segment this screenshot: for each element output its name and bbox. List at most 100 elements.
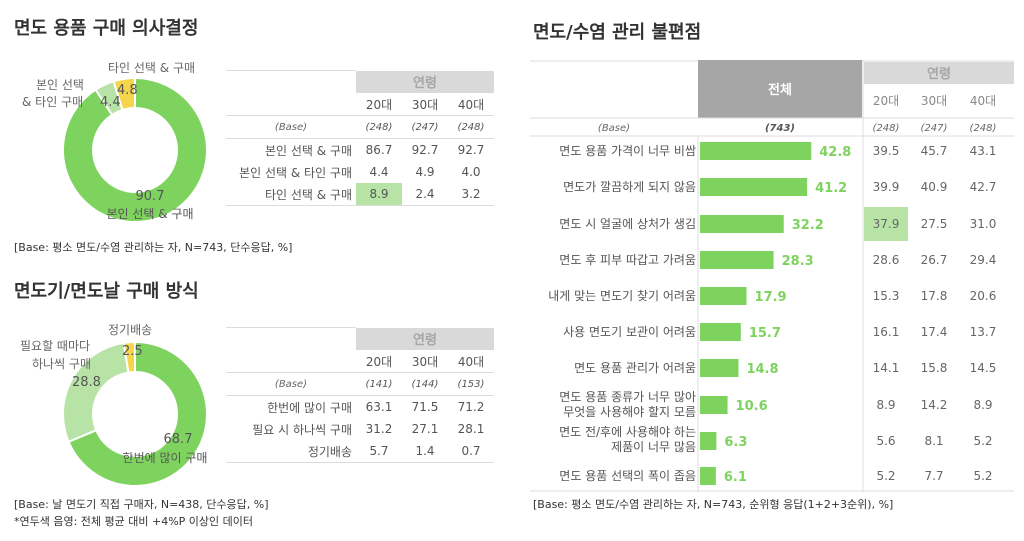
table-row: 본인 선택 & 타인 구매 4.4 4.9 4.0: [226, 161, 494, 183]
cell: 15.8: [921, 361, 948, 375]
sec3-bars: 42.8 41.2 32.2 28.3 17.9 15.7 14.8 10.6 6.3 6.1: [700, 142, 851, 485]
cell: 4.0: [461, 165, 481, 179]
donut2-label-value-2: 2.5: [122, 344, 143, 359]
row-label: 면도 전/후에 사용해야 하는: [559, 425, 696, 439]
cell: 92.7: [402, 138, 448, 161]
donut-chart-2: 68.7 한번에 많이 구매 필요할 때마다 하나씩 구매 28.8 정기배송 …: [20, 323, 208, 487]
donut2-label-value-1: 28.8: [72, 375, 101, 390]
cell: 86.7: [356, 138, 402, 161]
row-label: 정기배송: [307, 444, 352, 459]
cell: 8.9: [876, 398, 895, 412]
sec2-col-group: 연령: [356, 327, 494, 350]
sec2-age-2: 40대: [457, 354, 485, 369]
sec2-base-note: [Base: 날 면도기 직접 구매자, N=438, 단수응답, %]: [14, 498, 269, 511]
cell: 42.7: [970, 180, 997, 194]
donut1-label-name2-1: & 타인 구매: [22, 95, 83, 109]
bar-5: [700, 323, 741, 341]
donut1-label-name-2: 타인 선택 & 구매: [108, 61, 195, 75]
cell: 14.1: [873, 361, 900, 375]
bar-value-label-8: 6.3: [724, 435, 747, 450]
sec2-base-1: (144): [402, 372, 448, 396]
sec2-title: 면도기/면도날 구매 방식: [14, 281, 199, 302]
donut1-label-name1-1: 본인 선택: [36, 78, 84, 92]
age-group-header-bg: [864, 62, 1014, 84]
bar-value-label-6: 14.8: [746, 362, 778, 377]
cell: 39.9: [873, 180, 900, 194]
row-label: 면도 용품 선택의 폭이 좁음: [559, 469, 696, 483]
cell: 20.6: [970, 289, 997, 303]
donut1-label-value-2: 4.8: [117, 83, 138, 98]
pie-slice-2: [112, 76, 136, 112]
bar-value-label-3: 28.3: [782, 254, 814, 269]
row-label: 면도 용품 종류가 너무 많아: [559, 390, 696, 404]
bar-1: [700, 178, 808, 196]
cell: 17.4: [921, 325, 948, 339]
donut1-slices: [62, 76, 208, 223]
sec2-base-2: (153): [448, 372, 494, 396]
age-values: 39.5 45.7 43.1 39.9 40.9 42.7 37.9 27.5 …: [873, 144, 997, 483]
cell: 13.7: [970, 325, 997, 339]
cell: 40.9: [921, 180, 948, 194]
row-label: 본인 선택 & 구매: [226, 138, 356, 161]
row-label: 타인 선택 & 구매: [264, 187, 352, 202]
row-label: 한번에 많이 구매: [226, 395, 356, 418]
table-row: 정기배송 5.7 1.4 0.7: [226, 440, 494, 463]
cell-highlighted: 8.9: [356, 183, 402, 206]
cell: 5.2: [973, 469, 992, 483]
donut2-label-name2-1: 하나씩 구매: [32, 357, 91, 371]
cell: 71.2: [448, 395, 494, 418]
row-label: 내게 맞는 면도기 찾기 어려움: [548, 289, 696, 303]
cell: 7.7: [924, 469, 943, 483]
cell: 45.7: [921, 144, 948, 158]
cell: 15.3: [873, 289, 900, 303]
highlight-cell: [864, 207, 908, 241]
sec1-age-0: 20대: [365, 97, 393, 112]
sec3-age-0: 20대: [873, 94, 899, 108]
table-row: 본인 선택 & 구매 86.7 92.7 92.7: [226, 138, 494, 161]
cell: 16.1: [873, 325, 900, 339]
cell: 39.5: [873, 144, 900, 158]
cell: 8.1: [924, 434, 943, 448]
cell: 14.5: [970, 361, 997, 375]
bar-8: [700, 432, 717, 450]
donut1-label-value-0: 90.7: [136, 189, 165, 204]
sec1-col-group: 연령: [356, 70, 494, 93]
sec3-base-1: (247): [921, 123, 948, 134]
pie-slice-2: [122, 340, 136, 374]
cell: 3.2: [461, 187, 481, 201]
cell: 4.4: [369, 165, 389, 179]
sec1-base-1: (247): [402, 115, 448, 139]
cell: 63.1: [356, 395, 402, 418]
sec3-base-note: [Base: 평소 면도/수염 관리하는 자, N=743, 순위형 응답(1+…: [533, 498, 894, 511]
bar-value-label-1: 41.2: [815, 181, 847, 196]
cell: 27.5: [921, 217, 948, 231]
table-row: 필요 시 하나씩 구매 31.2 27.1 28.1: [226, 418, 494, 440]
table-row: 한번에 많이 구매 63.1 71.5 71.2: [226, 395, 494, 418]
cell: 14.2: [921, 398, 948, 412]
bar-value-label-7: 10.6: [736, 399, 768, 414]
sec3-age-2: 40대: [970, 94, 996, 108]
pie-slice-0: [67, 340, 208, 487]
bar-value-label-4: 17.9: [755, 290, 787, 305]
bar-2: [700, 215, 784, 233]
row-label: 면도 시 얼굴에 상처가 생김: [559, 217, 696, 231]
sec3-base-label: (Base): [598, 123, 630, 134]
donut1-label-name-0: 본인 선택 & 구매: [106, 207, 193, 221]
sec1-base-0: (248): [356, 115, 402, 139]
total-header-label: 전체: [768, 82, 792, 98]
cell: 5.6: [876, 434, 895, 448]
bar-value-label-9: 6.1: [724, 470, 747, 485]
row-label: 면도 용품 가격이 너무 비쌈: [559, 144, 696, 158]
sec2-footnote: *연두색 음영: 전체 평균 대비 +4%P 이상인 데이터: [14, 515, 254, 528]
sec3-base-0: (248): [873, 123, 900, 134]
cell: 29.4: [970, 253, 997, 267]
sec1-title: 면도 용품 구매 의사결정: [14, 18, 199, 39]
table-row: 타인 선택 & 구매 8.9 2.4 3.2: [226, 183, 494, 206]
sec3-base-2: (248): [970, 123, 997, 134]
cell: 4.9: [415, 165, 435, 179]
sec1-table: 연령 20대 30대 40대 (Base) (248) (247) (248) …: [226, 70, 494, 206]
row-label-line2: 제품이 너무 많음: [611, 440, 696, 454]
cell: 31.2: [365, 422, 393, 436]
sec2-base-0: (141): [356, 372, 402, 396]
row-label: 면도 후 피부 따갑고 가려움: [559, 253, 696, 267]
